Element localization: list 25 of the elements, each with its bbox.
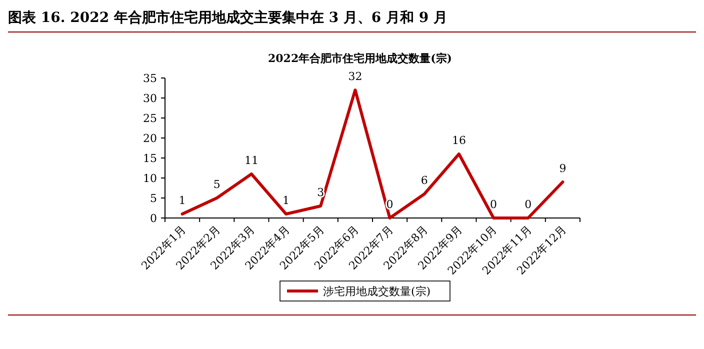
- data-label: 6: [420, 174, 428, 187]
- y-tick-label: 15: [143, 152, 157, 165]
- y-tick-label: 5: [150, 192, 157, 205]
- data-label: 16: [452, 134, 466, 147]
- y-tick-label: 0: [150, 212, 157, 225]
- y-tick-label: 25: [143, 112, 157, 125]
- data-label: 3: [317, 186, 324, 199]
- data-label: 0: [524, 198, 532, 211]
- y-tick-label: 20: [143, 132, 157, 145]
- data-label: 9: [559, 162, 566, 175]
- legend-label: 涉宅用地成交数量(宗): [323, 285, 431, 298]
- chart-title: 图表 16. 2022 年合肥市住宅用地成交主要集中在 3 月、6 月和 9 月: [8, 9, 448, 26]
- line-series: [180, 88, 564, 220]
- y-tick-label: 35: [143, 72, 157, 85]
- data-label: 5: [213, 178, 220, 191]
- data-label: 32: [348, 70, 362, 83]
- legend: 涉宅用地成交数量(宗): [280, 280, 450, 302]
- chart-subtitle: 2022年合肥市住宅用地成交数量(宗): [268, 52, 452, 65]
- data-label: 1: [282, 194, 290, 207]
- data-label: 11: [244, 154, 258, 167]
- data-label: 1: [178, 194, 186, 207]
- data-label: 0: [386, 198, 394, 211]
- y-tick-label: 30: [143, 92, 157, 105]
- y-tick-label: 10: [143, 172, 157, 185]
- data-label: 0: [490, 198, 498, 211]
